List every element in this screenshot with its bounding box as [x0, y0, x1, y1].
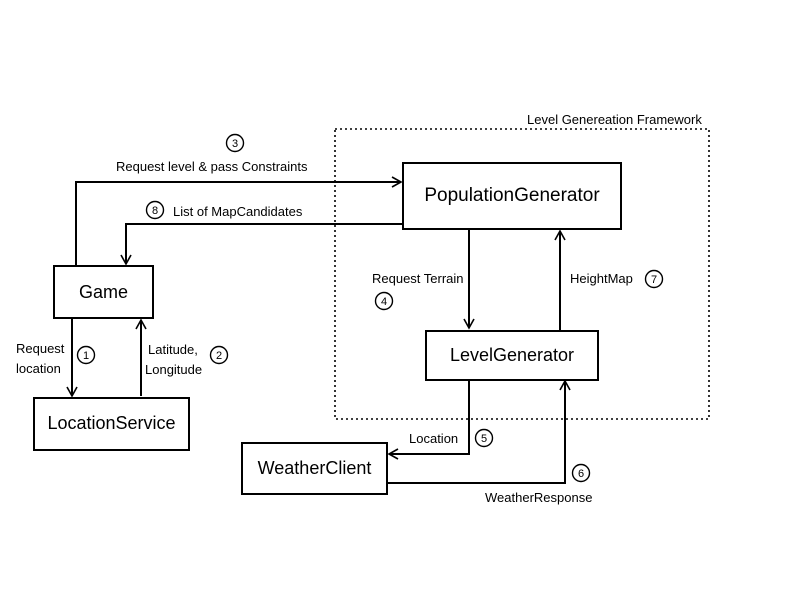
- edge-lat-long-label-1: Latitude,: [148, 342, 198, 357]
- node-population-generator: PopulationGenerator: [402, 162, 622, 230]
- edge-request-location-label-1: Request: [16, 341, 65, 356]
- step-4-badge: 4: [374, 291, 394, 311]
- step-1-badge: 1: [76, 345, 96, 365]
- edge-lat-long-label-2: Longitude: [145, 362, 202, 377]
- edge-request-location-label-2: location: [16, 361, 61, 376]
- framework-boundary: [334, 128, 710, 420]
- edge-map-candidates: [120, 223, 403, 266]
- node-location-service-label: LocationService: [47, 413, 175, 433]
- node-weather-client-label: WeatherClient: [258, 458, 372, 478]
- node-population-generator-label: PopulationGenerator: [424, 185, 600, 206]
- svg-text:3: 3: [232, 138, 238, 150]
- step-3-badge: 3: [225, 133, 245, 153]
- edge-location-label: Location: [409, 431, 458, 446]
- svg-text:4: 4: [381, 296, 387, 308]
- step-5-badge: 5: [474, 428, 494, 448]
- step-8-badge: 8: [145, 200, 165, 220]
- edge-location: [387, 380, 470, 460]
- svg-text:2: 2: [216, 350, 222, 362]
- svg-text:1: 1: [83, 350, 89, 362]
- svg-text:5: 5: [481, 433, 487, 445]
- node-game-label: Game: [79, 282, 128, 302]
- edge-weather-response-label: WeatherResponse: [485, 490, 592, 505]
- node-level-generator-label: LevelGenerator: [450, 345, 574, 365]
- edge-map-candidates-label: List of MapCandidates: [173, 204, 303, 219]
- edge-request-terrain-label: Request Terrain: [372, 271, 464, 286]
- node-weather-client: WeatherClient: [241, 442, 388, 495]
- node-game: Game: [53, 265, 154, 319]
- step-7-badge: 7: [644, 269, 664, 289]
- edge-request-level-label: Request level & pass Constraints: [116, 159, 308, 174]
- node-level-generator: LevelGenerator: [425, 330, 599, 381]
- svg-text:6: 6: [578, 468, 584, 480]
- framework-title: Level Genereation Framework: [527, 112, 702, 127]
- step-2-badge: 2: [209, 345, 229, 365]
- svg-text:8: 8: [152, 205, 158, 217]
- edge-weather-response: [387, 379, 571, 484]
- svg-text:7: 7: [651, 274, 657, 286]
- step-6-badge: 6: [571, 463, 591, 483]
- node-location-service: LocationService: [33, 397, 190, 451]
- edge-request-level: [75, 176, 403, 266]
- edge-height-map-label: HeightMap: [570, 271, 633, 286]
